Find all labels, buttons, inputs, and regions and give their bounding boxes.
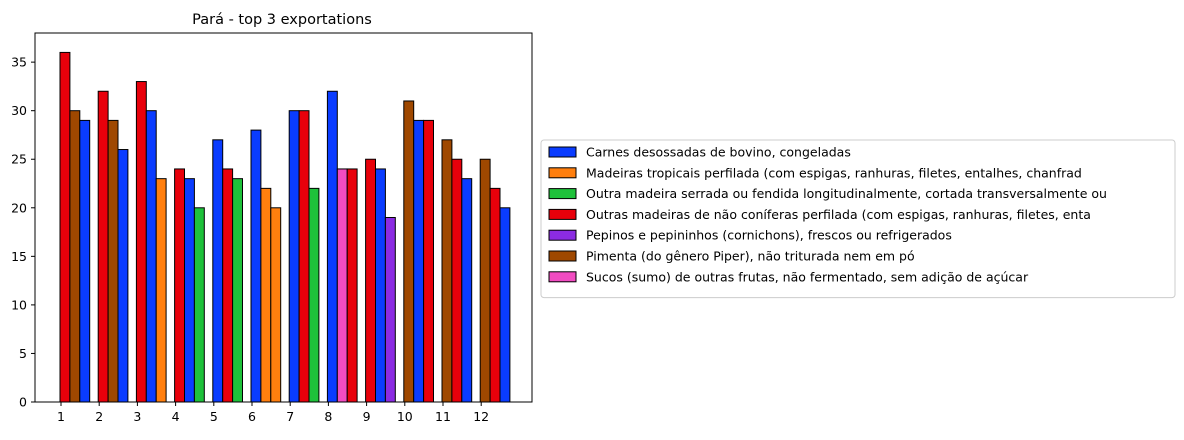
bar bbox=[212, 139, 224, 403]
y-tick-label: 20 bbox=[11, 200, 27, 215]
bar bbox=[174, 168, 186, 403]
bar bbox=[499, 207, 511, 403]
x-tick-label: 2 bbox=[95, 409, 103, 424]
x-tick-label: 6 bbox=[248, 409, 256, 424]
bar bbox=[346, 168, 358, 403]
legend: Carnes desossadas de bovino, congeladas M… bbox=[540, 139, 1176, 299]
x-axis: 1 2 3 4 5 6 7 8 9 10 11 12 bbox=[57, 402, 489, 424]
bar bbox=[375, 168, 386, 403]
x-tick-label: 12 bbox=[473, 409, 489, 424]
bar bbox=[260, 187, 272, 403]
legend-swatch bbox=[548, 188, 577, 200]
bar bbox=[308, 187, 320, 403]
bar bbox=[326, 90, 338, 403]
bar bbox=[145, 110, 157, 403]
legend-swatch bbox=[548, 208, 577, 220]
bar bbox=[298, 110, 310, 403]
legend-swatch bbox=[548, 271, 577, 283]
legend-label: Madeiras tropicais perfilada (com espiga… bbox=[586, 165, 1082, 180]
y-tick-label: 35 bbox=[11, 55, 27, 70]
bar bbox=[413, 119, 425, 403]
legend-label: Pimenta (do gênero Piper), não triturada… bbox=[586, 249, 915, 264]
x-tick-label: 11 bbox=[435, 409, 451, 424]
bar bbox=[135, 81, 147, 403]
bar bbox=[336, 168, 348, 403]
bar bbox=[489, 187, 501, 403]
bar bbox=[384, 217, 396, 403]
bar bbox=[69, 110, 81, 403]
bar bbox=[403, 100, 415, 403]
bar bbox=[232, 178, 244, 403]
bar bbox=[117, 149, 129, 403]
bar bbox=[250, 129, 262, 403]
legend-label: Carnes desossadas de bovino, congeladas bbox=[586, 145, 851, 160]
bar bbox=[59, 51, 71, 403]
x-tick-label: 3 bbox=[133, 409, 141, 424]
x-tick-label: 7 bbox=[286, 409, 294, 424]
y-tick-label: 30 bbox=[11, 103, 27, 118]
legend-swatch bbox=[548, 146, 577, 158]
legend-swatch bbox=[548, 167, 577, 179]
bar bbox=[451, 158, 463, 403]
y-tick-label: 0 bbox=[19, 395, 27, 410]
bar bbox=[441, 139, 453, 403]
y-axis: 0 5 10 15 20 25 30 35 bbox=[11, 55, 35, 410]
bars bbox=[59, 51, 511, 403]
legend-swatch bbox=[548, 250, 577, 262]
x-tick-label: 10 bbox=[397, 409, 413, 424]
bar bbox=[155, 178, 167, 403]
bar bbox=[270, 207, 282, 403]
bar bbox=[107, 119, 119, 403]
y-tick-label: 25 bbox=[11, 152, 27, 167]
bar bbox=[79, 119, 91, 403]
y-tick-label: 10 bbox=[11, 297, 27, 312]
legend-label: Outra madeira serrada ou fendida longitu… bbox=[586, 186, 1107, 201]
x-tick-label: 8 bbox=[324, 409, 332, 424]
bar bbox=[365, 158, 377, 403]
x-tick-label: 9 bbox=[363, 409, 371, 424]
chart-title: Pará - top 3 exportations bbox=[192, 12, 372, 28]
x-tick-label: 5 bbox=[210, 409, 218, 424]
bar bbox=[479, 158, 491, 403]
y-tick-label: 15 bbox=[11, 249, 27, 264]
bar bbox=[184, 178, 195, 403]
legend-label: Sucos (sumo) de outras frutas, não ferme… bbox=[586, 269, 1029, 284]
bar bbox=[97, 90, 109, 403]
legend-label: Pepinos e pepininhos (cornichons), fresc… bbox=[586, 228, 952, 243]
bar bbox=[288, 110, 300, 403]
bar bbox=[423, 119, 435, 403]
x-tick-label: 1 bbox=[57, 409, 65, 424]
bar bbox=[461, 178, 473, 403]
legend-swatch bbox=[548, 229, 577, 241]
legend-frame bbox=[540, 139, 1176, 299]
bar bbox=[193, 207, 205, 403]
bar bbox=[222, 168, 234, 403]
legend-label: Outras madeiras de não coníferas perfila… bbox=[586, 207, 1091, 222]
x-tick-label: 4 bbox=[172, 409, 180, 424]
plot-frame bbox=[34, 32, 533, 403]
y-tick-label: 5 bbox=[19, 346, 27, 361]
